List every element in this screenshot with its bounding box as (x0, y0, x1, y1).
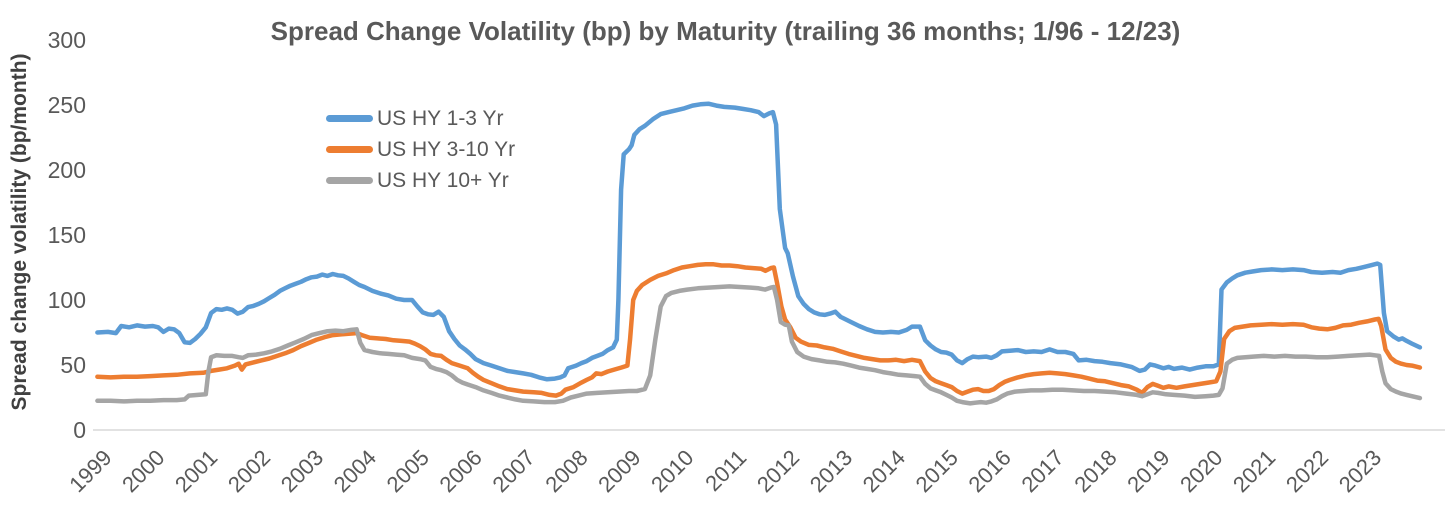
legend-item: US HY 1-3 Yr (326, 103, 515, 134)
series-line (95, 262, 1423, 398)
y-tick-label: 100 (48, 287, 86, 313)
series-line-marker-icon (326, 146, 373, 153)
x-tick-label: 2020 (1175, 445, 1227, 497)
x-tick-label: 1999 (64, 445, 116, 497)
x-tick-label: 2003 (276, 445, 328, 497)
x-tick-label: 2008 (540, 445, 592, 497)
x-tick-label: 2006 (435, 445, 487, 497)
x-tick-label: 2007 (487, 445, 539, 497)
series-line (95, 101, 1423, 382)
x-tick-label: 2001 (170, 445, 222, 497)
y-tick-label: 300 (48, 27, 86, 53)
x-tick-label: 2015 (911, 445, 963, 497)
x-tick-label: 2009 (593, 445, 645, 497)
series-line (95, 284, 1423, 406)
x-tick-label: 2019 (1122, 445, 1174, 497)
y-tick-label: 0 (73, 417, 86, 443)
legend-label: US HY 3-10 Yr (377, 137, 516, 161)
series-line-marker-icon (326, 177, 373, 184)
x-tick-label: 2014 (858, 445, 910, 497)
legend-label: US HY 10+ Yr (377, 168, 509, 192)
x-tick-label: 2022 (1281, 445, 1333, 497)
x-tick-label: 2011 (700, 445, 751, 496)
series-line-marker-icon (326, 115, 373, 122)
x-tick-label: 2010 (646, 445, 698, 497)
legend-item: US HY 10+ Yr (326, 165, 515, 196)
x-tick-label: 2002 (223, 445, 275, 497)
x-tick-label: 2000 (117, 445, 169, 497)
x-tick-label: 2012 (752, 445, 804, 497)
y-tick-label: 250 (48, 92, 86, 118)
x-tick-label: 2016 (964, 445, 1016, 497)
x-tick-label: 2023 (1334, 445, 1386, 497)
y-tick-label: 50 (60, 352, 86, 378)
x-tick-label: 2005 (382, 445, 434, 497)
x-tick-label: 2017 (1016, 445, 1068, 497)
legend-label: US HY 1-3 Yr (377, 106, 504, 130)
y-tick-label: 200 (48, 157, 86, 183)
legend-item: US HY 3-10 Yr (326, 134, 515, 165)
chart-title: Spread Change Volatility (bp) by Maturit… (270, 16, 1181, 46)
x-tick-label: 2021 (1228, 445, 1280, 497)
x-tick-label: 2013 (805, 445, 857, 497)
y-tick-label: 150 (48, 222, 86, 248)
x-tick-label: 2018 (1069, 445, 1121, 497)
x-tick-label: 2004 (329, 445, 381, 497)
legend: US HY 1-3 Yr US HY 3-10 Yr US HY 10+ Yr (326, 103, 515, 196)
